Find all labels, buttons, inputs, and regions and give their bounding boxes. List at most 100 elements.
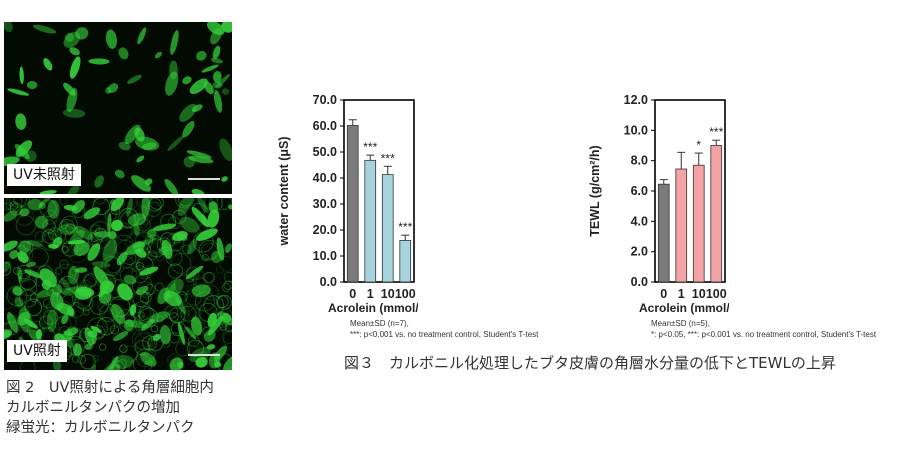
caption-line: 緑蛍光：カルボニルタンパク — [6, 420, 195, 436]
fluorescent-cell — [43, 58, 53, 71]
fluorescent-cell — [221, 88, 230, 95]
fluorescent-cell — [15, 140, 33, 158]
fluorescent-cell — [144, 360, 153, 365]
fluorescent-cell — [109, 199, 116, 206]
y-tick-label: 60.0 — [313, 119, 337, 133]
fluorescent-cell — [63, 82, 76, 96]
bar — [346, 125, 359, 283]
fluorescent-cell — [84, 343, 93, 350]
fluorescent-cell — [188, 155, 214, 164]
x-axis-label: Acrolein (mmol/L) — [639, 301, 729, 315]
bar — [692, 164, 705, 283]
bar — [399, 239, 412, 283]
y-axis-label: water content (μS) — [277, 136, 291, 246]
fluorescent-cell — [7, 88, 30, 96]
y-tick-label: 50.0 — [313, 145, 337, 159]
x-tick-label: 100 — [706, 287, 727, 301]
fluorescent-cell — [182, 120, 195, 138]
fluorescent-cell — [139, 266, 159, 276]
fluorescent-cell — [134, 136, 160, 151]
fluorescent-cell — [152, 333, 161, 342]
note-line: ***: p<0.001 vs. no treatment control, S… — [350, 330, 539, 339]
fluorescent-cell — [56, 302, 75, 316]
fluorescent-cell — [118, 47, 129, 60]
fluorescent-cell — [62, 108, 86, 118]
fluorescent-cell — [191, 188, 205, 194]
fluorescence-image — [4, 198, 232, 370]
fluorescent-cell — [212, 45, 221, 60]
fluorescent-cell — [39, 190, 57, 194]
fluorescent-cell — [46, 309, 57, 333]
fluorescent-cell — [141, 198, 150, 219]
water-content-chart: 0.0 10.0 20.0 30.0 40.0 50.0 60.0 70.0 water con… — [277, 93, 418, 315]
fluorescent-cell — [192, 284, 211, 298]
bar — [364, 159, 377, 283]
fluorescent-cell — [189, 78, 208, 95]
fluorescent-cell — [4, 261, 11, 273]
fluorescent-cell — [116, 251, 128, 266]
fluorescent-cell — [177, 198, 193, 217]
fluorescent-cell — [91, 261, 111, 268]
y-tick-label: 40.0 — [313, 171, 337, 185]
fluorescent-cell — [94, 175, 104, 188]
fluorescent-cell — [118, 141, 131, 151]
fluorescent-cell — [74, 225, 94, 241]
fluorescent-cell — [98, 286, 108, 298]
plot-frame — [343, 99, 415, 283]
fluorescent-cell — [26, 81, 38, 90]
fluorescent-cell — [210, 57, 223, 64]
fluorescent-cell — [161, 239, 173, 259]
fluorescent-cell — [59, 223, 79, 235]
fluorescent-cell — [210, 27, 222, 45]
fluorescent-cell — [204, 81, 214, 95]
fluorescent-cell — [179, 216, 200, 233]
fluorescent-cell — [164, 178, 179, 194]
fluorescent-cell — [110, 303, 126, 325]
fluorescent-cell — [213, 89, 223, 113]
fluorescent-cell — [12, 286, 23, 296]
fluorescent-cell — [4, 210, 18, 222]
fluorescent-cell — [23, 318, 38, 329]
fluorescent-cell — [126, 198, 133, 217]
fluorescent-cell — [127, 213, 147, 226]
y-tick-label: 0.0 — [320, 275, 337, 289]
fluorescent-cell — [177, 321, 185, 346]
y-tick-label: 10.0 — [313, 249, 337, 263]
x-tick-label: 0 — [660, 287, 667, 301]
fluorescent-cell — [136, 285, 149, 295]
scale-bar — [188, 178, 220, 180]
fluorescent-cell — [69, 47, 80, 56]
fluorescent-cell — [221, 176, 228, 182]
significance-label: *** — [363, 140, 377, 154]
fluorescent-cell — [211, 250, 222, 264]
x-tick-label: 10 — [381, 287, 395, 301]
fluorescent-cell — [169, 357, 184, 370]
fluorescent-cell — [147, 228, 157, 239]
y-tick-label: 70.0 — [313, 93, 337, 107]
fluorescent-cell — [14, 296, 24, 308]
fluorescent-cell — [206, 344, 216, 350]
y-tick-label: 4.0 — [631, 214, 648, 228]
fluorescent-cell — [222, 356, 232, 370]
x-tick-label: 1 — [678, 287, 685, 301]
fluorescent-cell — [65, 32, 75, 42]
fluorescent-cell — [27, 198, 43, 211]
tewl-chart: 0.0 2.0 4.0 6.0 8.0 10.0 12.0 TEWL (g/cm²/h) 0 1 *… — [588, 93, 729, 315]
fluorescent-cell — [88, 58, 110, 65]
bar — [381, 174, 394, 283]
note-line: Mean±SD (n=5), — [651, 319, 710, 328]
fluorescent-cell — [158, 246, 168, 255]
y-axis-label: TEWL (g/cm²/h) — [588, 145, 602, 236]
fluorescent-cell — [9, 250, 19, 259]
fluorescent-cell — [7, 312, 19, 333]
fluorescent-cell — [63, 204, 78, 211]
fluorescent-cell — [19, 66, 24, 85]
fluorescent-cell — [148, 311, 170, 323]
y-tick-label: 20.0 — [313, 223, 337, 237]
fluorescent-cell — [90, 364, 96, 370]
fluorescent-cell — [167, 135, 185, 152]
fluorescent-cell — [17, 268, 23, 283]
fluorescent-cell — [170, 30, 179, 55]
fluorescent-cell — [136, 155, 145, 163]
y-tick-label: 8.0 — [631, 154, 648, 168]
